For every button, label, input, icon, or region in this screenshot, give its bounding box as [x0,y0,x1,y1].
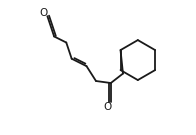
Text: O: O [103,102,112,112]
Text: O: O [40,8,48,18]
